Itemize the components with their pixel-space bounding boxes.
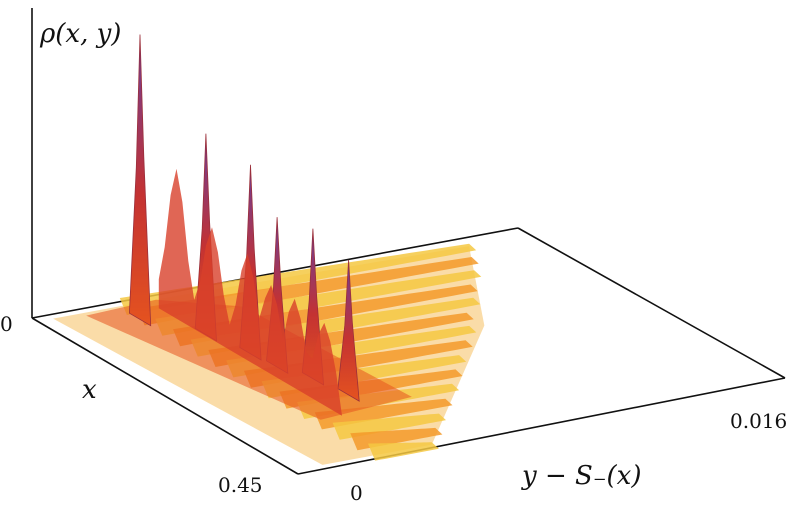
surface-peak-band bbox=[158, 168, 342, 416]
surface-peak bbox=[128, 34, 152, 327]
back-edge-right bbox=[517, 227, 786, 379]
y-axis-label: y − S₋(x) bbox=[521, 461, 642, 491]
z-axis-label: ρ(x, y) bbox=[39, 19, 121, 49]
z-tick-label-0: 0 bbox=[0, 312, 13, 336]
x-axis-label: x bbox=[82, 375, 97, 405]
x-axis-line bbox=[31, 317, 299, 475]
x-tick-label-045: 0.45 bbox=[218, 473, 263, 497]
y-tick-label-0: 0 bbox=[350, 481, 363, 505]
density-surface bbox=[53, 34, 485, 465]
surface-peak bbox=[337, 259, 360, 402]
surface-ridge bbox=[368, 442, 439, 461]
y-tick-label-0016: 0.016 bbox=[730, 409, 787, 433]
